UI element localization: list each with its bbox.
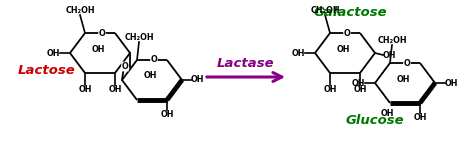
Text: OH: OH (143, 71, 157, 80)
Text: OH: OH (445, 78, 458, 87)
Text: OH: OH (108, 85, 122, 94)
Text: OH: OH (78, 85, 92, 94)
Text: OH: OH (352, 78, 365, 87)
Text: O: O (122, 62, 128, 71)
Text: OH: OH (396, 75, 410, 84)
Text: CH₂OH: CH₂OH (124, 33, 154, 42)
Text: O: O (99, 29, 105, 38)
Text: Galactose: Galactose (313, 7, 387, 19)
Text: Lactase: Lactase (217, 57, 275, 70)
Text: OH: OH (46, 48, 60, 58)
Text: OH: OH (292, 48, 305, 58)
Text: OH: OH (353, 85, 367, 94)
Text: OH: OH (160, 110, 174, 119)
Text: OH: OH (383, 50, 396, 59)
Text: OH: OH (336, 45, 350, 54)
Text: Lactose: Lactose (18, 64, 76, 77)
Text: OH: OH (413, 113, 427, 122)
Text: O: O (404, 58, 410, 68)
Text: CH₂OH: CH₂OH (65, 6, 95, 15)
Text: O: O (151, 56, 157, 65)
Text: CH₂OH: CH₂OH (310, 6, 340, 15)
Text: OH: OH (323, 85, 337, 94)
Text: OH: OH (191, 76, 204, 85)
Text: O: O (344, 29, 350, 38)
Text: OH: OH (91, 45, 105, 54)
Text: CH₂OH: CH₂OH (377, 36, 407, 45)
Text: OH: OH (380, 108, 394, 117)
Text: Glucose: Glucose (346, 114, 404, 126)
